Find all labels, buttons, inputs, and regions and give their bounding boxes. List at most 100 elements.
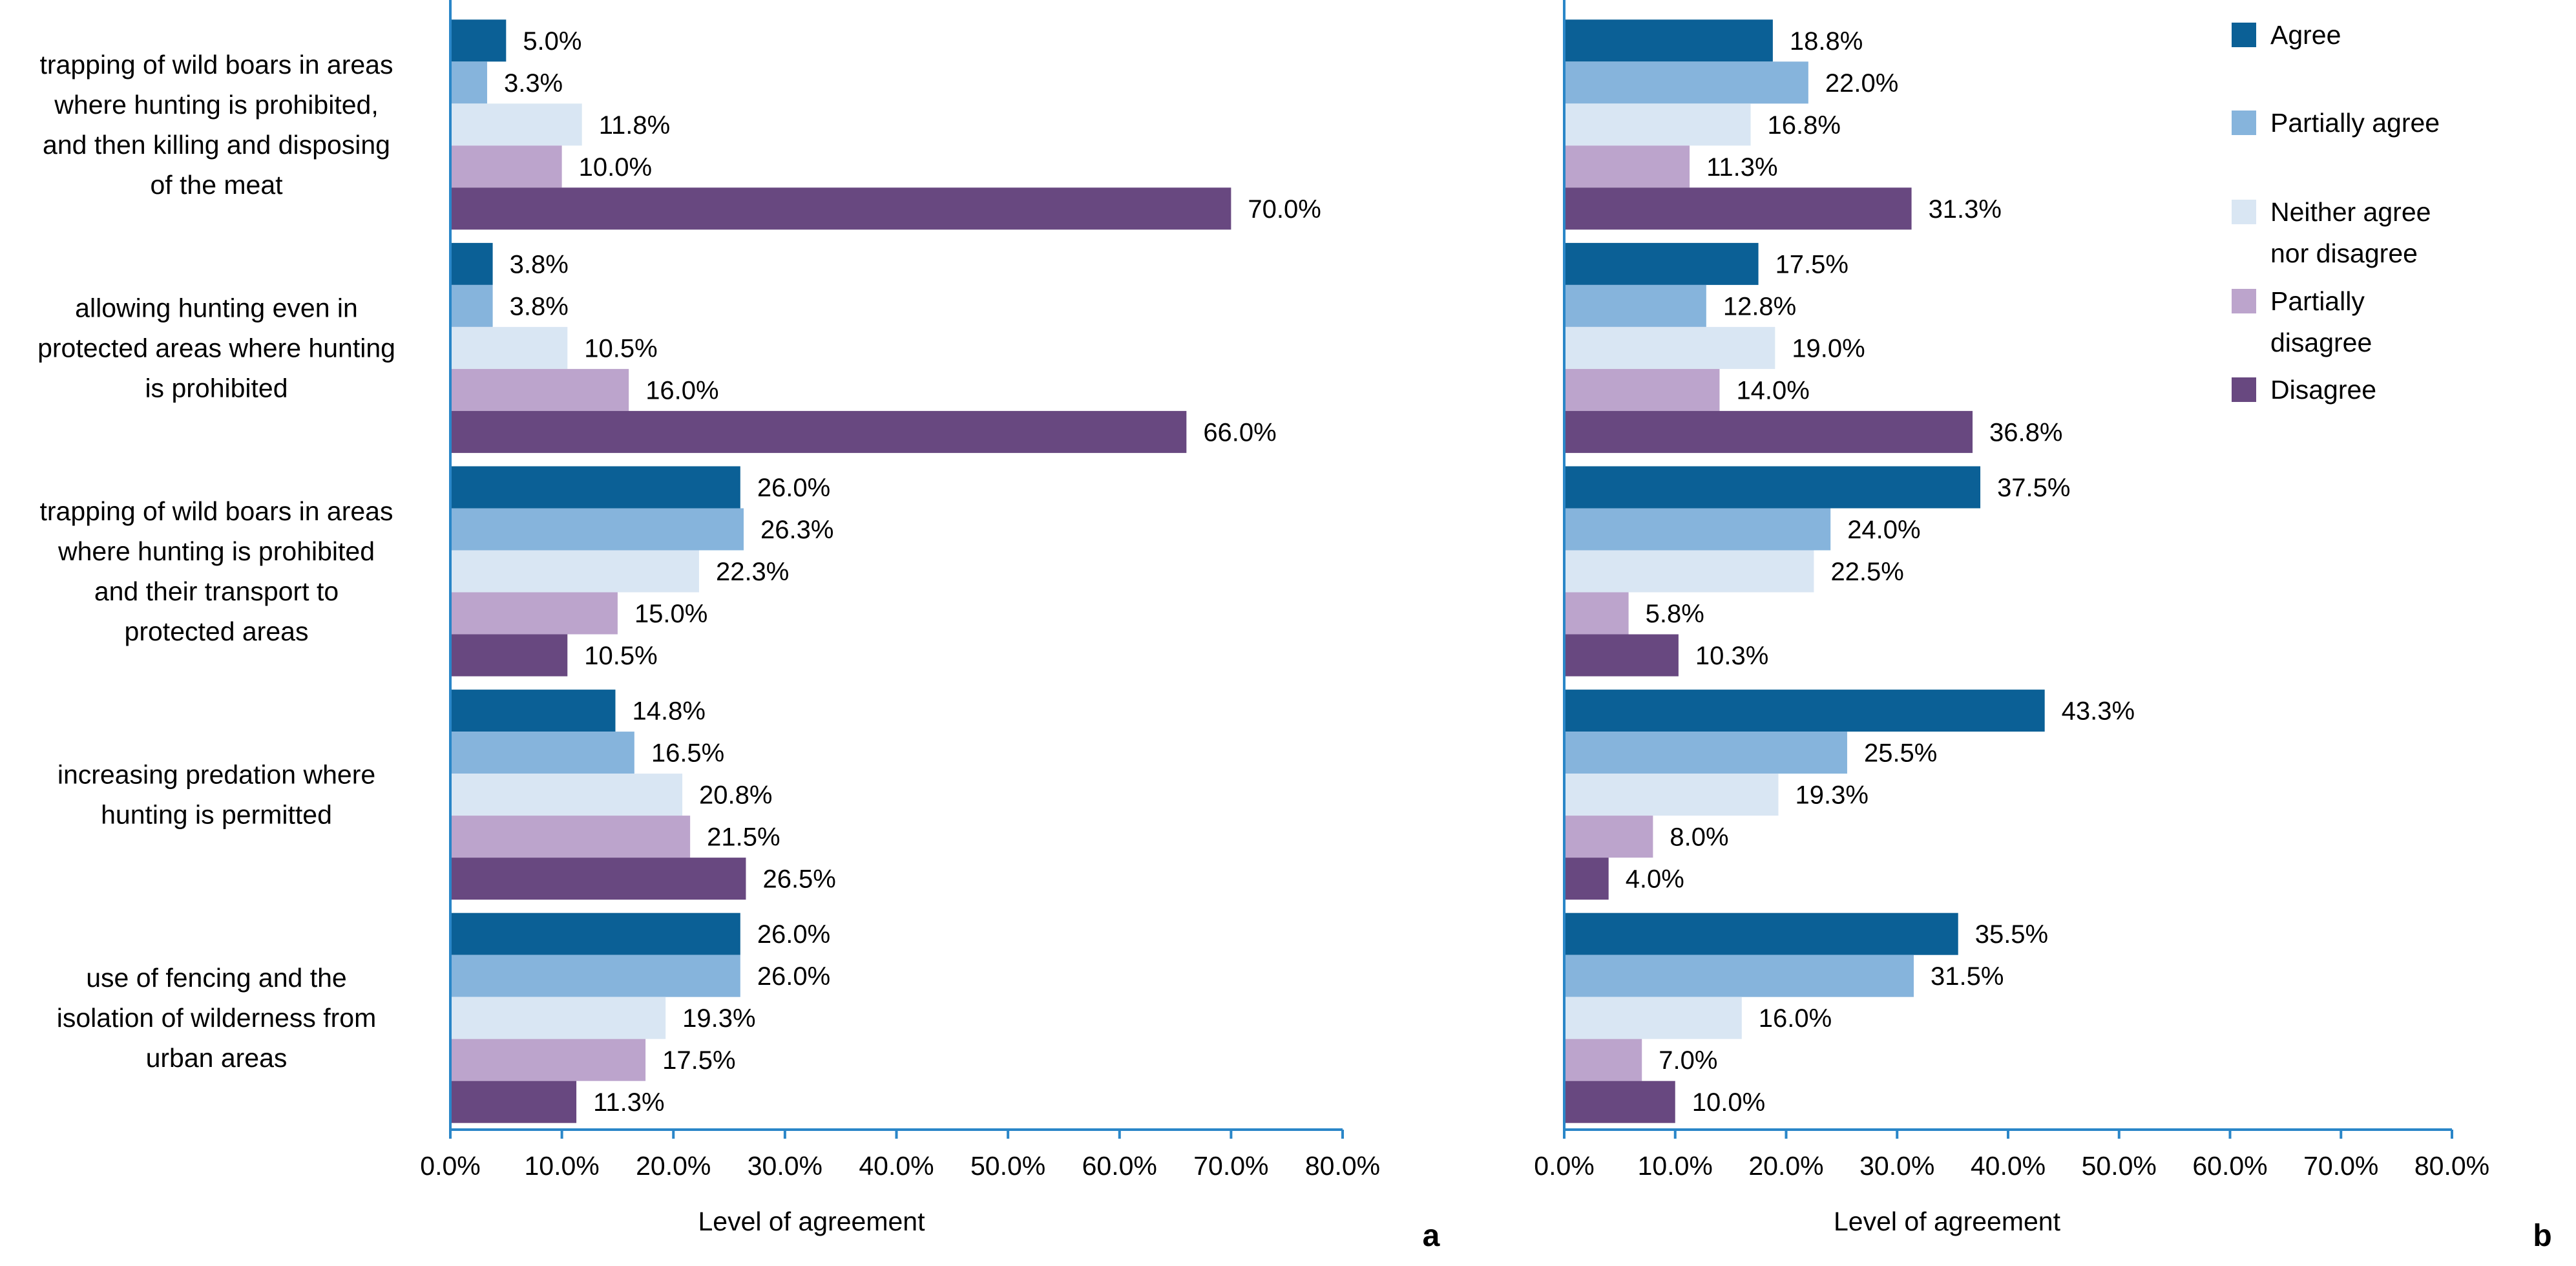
value-label: 22.5%: [1830, 558, 1903, 586]
category-label: use of fencing and the isolation of wilde…: [57, 963, 376, 1073]
value-label: 17.5%: [662, 1046, 735, 1075]
x-tick-label: 80.0%: [1305, 1151, 1380, 1181]
x-tick-label: 40.0%: [859, 1151, 934, 1181]
x-axis-title: Level of agreement: [1834, 1207, 2061, 1236]
category-label: allowing hunting even in protected areas …: [37, 293, 395, 403]
bar-b-c1-s3: [1564, 368, 1720, 411]
bar-a-c1-s0: [450, 242, 493, 285]
bar-a-c1-s3: [450, 368, 629, 411]
x-tick-label: 20.0%: [636, 1151, 711, 1181]
value-label: 16.0%: [1759, 1004, 1832, 1033]
x-tick-label: 0.0%: [1534, 1151, 1594, 1181]
x-tick-label: 60.0%: [2192, 1151, 2267, 1181]
category-label: trapping of wild boars in areas where hun…: [40, 496, 393, 646]
value-label: 31.3%: [1929, 195, 2002, 224]
value-label: 16.0%: [645, 376, 718, 405]
bar-a-c2-s3: [450, 592, 618, 635]
value-label: 5.0%: [523, 27, 581, 56]
x-tick-label: 70.0%: [2303, 1151, 2378, 1181]
bar-a-c0-s0: [450, 19, 507, 62]
bar-b-c4-s1: [1564, 955, 1914, 997]
x-tick-label: 50.0%: [970, 1151, 1045, 1181]
panel-letter: a: [1423, 1219, 1440, 1253]
legend-label: Partially agree: [2270, 108, 2440, 138]
bar-b-c3-s2: [1564, 774, 1779, 816]
bar-a-c3-s4: [450, 858, 746, 900]
value-label: 3.8%: [510, 292, 569, 321]
value-label: 5.8%: [1646, 600, 1704, 628]
bar-b-c4-s2: [1564, 997, 1742, 1039]
bar-a-c1-s2: [450, 326, 568, 369]
bar-a-c2-s4: [450, 634, 568, 677]
bar-b-c3-s3: [1564, 816, 1653, 858]
bar-b-c2-s0: [1564, 466, 1981, 509]
bar-b-c3-s0: [1564, 690, 2045, 732]
bar-b-c0-s0: [1564, 19, 1773, 62]
bar-b-c4-s0: [1564, 913, 1958, 955]
bar-b-c3-s1: [1564, 732, 1847, 774]
value-label: 16.5%: [651, 739, 724, 768]
value-label: 35.5%: [1975, 920, 2048, 949]
value-label: 19.0%: [1792, 334, 1865, 363]
legend: Agree Partially agree Neither agree nor dis…: [2232, 20, 2440, 405]
bar-b-c4-s3: [1564, 1039, 1642, 1081]
bar-a-c2-s0: [450, 466, 740, 509]
value-label: 70.0%: [1248, 195, 1321, 224]
bar-b-c3-s4: [1564, 858, 1609, 900]
bar-b-c0-s3: [1564, 145, 1690, 188]
x-tick-label: 60.0%: [1082, 1151, 1157, 1181]
value-label: 10.5%: [584, 334, 657, 363]
legend-swatch: [2232, 289, 2256, 313]
x-tick-label: 40.0%: [1971, 1151, 2046, 1181]
x-tick-label: 10.0%: [524, 1151, 599, 1181]
x-tick-label: 20.0%: [1748, 1151, 1823, 1181]
value-label: 8.0%: [1670, 823, 1728, 852]
value-label: 22.3%: [716, 558, 789, 586]
bar-b-c1-s0: [1564, 242, 1759, 285]
bar-a-c0-s1: [450, 61, 487, 104]
bar-b-c0-s1: [1564, 61, 1808, 104]
value-label: 17.5%: [1775, 250, 1848, 279]
value-label: 14.8%: [632, 697, 705, 726]
bar-a-c4-s1: [450, 955, 740, 997]
value-label: 10.0%: [1692, 1088, 1765, 1117]
category-label: trapping of wild boars in areas where hun…: [40, 50, 393, 200]
value-label: 3.8%: [510, 250, 569, 279]
panel-letter: b: [2533, 1219, 2551, 1253]
panel-b: 18.8% 17.5% 37.5% 43.3% 35.5% 22.0% 12.8% 24.0%…: [1534, 0, 2552, 1253]
legend-label: Disagree: [2270, 375, 2376, 405]
bar-a-c4-s0: [450, 913, 740, 955]
x-tick-label: 80.0%: [2414, 1151, 2489, 1181]
bar-b-c2-s1: [1564, 508, 1831, 551]
x-tick-label: 70.0%: [1193, 1151, 1268, 1181]
value-label: 12.8%: [1723, 292, 1796, 321]
value-label: 18.8%: [1790, 27, 1863, 56]
value-label: 66.0%: [1203, 418, 1276, 447]
legend-swatch: [2232, 23, 2256, 47]
bar-a-c1-s4: [450, 410, 1187, 453]
value-label: 26.5%: [762, 865, 835, 894]
value-label: 36.8%: [1989, 418, 2062, 447]
value-label: 26.0%: [757, 474, 830, 502]
value-label: 43.3%: [2062, 697, 2135, 726]
bar-a-c1-s1: [450, 284, 493, 327]
x-tick-label: 50.0%: [2082, 1151, 2157, 1181]
value-label: 16.8%: [1768, 111, 1841, 140]
x-tick-label: 30.0%: [748, 1151, 822, 1181]
value-label: 31.5%: [1931, 962, 2004, 991]
bar-b-c4-s4: [1564, 1081, 1675, 1123]
value-label: 10.5%: [584, 642, 657, 670]
value-label: 11.8%: [599, 111, 670, 140]
category-label: increasing predation where hunting is per…: [58, 760, 375, 830]
bar-b-c0-s4: [1564, 187, 1912, 230]
bar-a-c2-s2: [450, 550, 699, 593]
x-tick-label: 30.0%: [1859, 1151, 1934, 1181]
value-label: 22.0%: [1825, 69, 1898, 98]
legend-swatch: [2232, 377, 2256, 402]
value-label: 10.0%: [579, 153, 652, 182]
bar-a-c3-s2: [450, 774, 683, 816]
value-label: 7.0%: [1659, 1046, 1717, 1075]
bar-a-c0-s3: [450, 145, 562, 188]
panel-a: 5.0% 3.8% 26.0% 14.8% 26.0% 3.3% 3.8% 26.3% 16.5…: [37, 0, 1440, 1253]
